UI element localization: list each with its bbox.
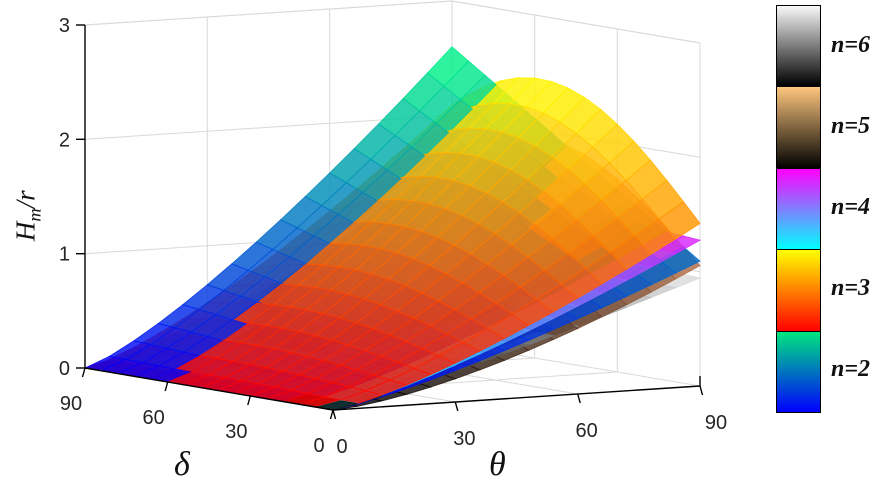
- colorbar-segment-n4: [777, 167, 820, 250]
- theta-tick-label: 0: [336, 436, 347, 458]
- z-tick-label: 2: [59, 129, 70, 151]
- theta-tick-label: 60: [576, 420, 598, 442]
- delta-tick-label: 30: [225, 421, 247, 443]
- colorbar-segment-n2: [777, 330, 820, 413]
- surfaces: [83, 46, 702, 411]
- grid-line: [247, 395, 251, 406]
- grid-line: [454, 401, 459, 412]
- theta-tick-label: 30: [453, 428, 475, 450]
- legend-label-n2: n=2: [831, 356, 871, 383]
- colorbar-segment-n3: [777, 249, 820, 331]
- legend-label-n4: n=4: [831, 194, 871, 220]
- theta-axis-label: θ: [489, 446, 506, 483]
- legend-label-n6: n=6: [831, 31, 871, 58]
- grid-line: [577, 393, 581, 404]
- grid-line: [451, 0, 701, 44]
- delta-tick-label: 90: [60, 393, 82, 415]
- delta-tick-label: 0: [313, 435, 324, 457]
- delta-tick-label: 60: [143, 407, 165, 429]
- grid-line: [332, 385, 701, 411]
- grid-line: [164, 381, 169, 392]
- grid-line: [84, 367, 334, 411]
- axis-lines: [76, 24, 704, 420]
- z-tick-label: 1: [59, 244, 70, 266]
- theta-tick-label: 90: [705, 412, 727, 434]
- legend-label-n5: n=5: [831, 112, 871, 139]
- colorbar-segment-n5: [777, 86, 820, 168]
- grid-line: [332, 409, 337, 420]
- colorbar: [776, 5, 821, 413]
- grid-line: [699, 385, 704, 396]
- grid-line: [81, 367, 86, 378]
- z-axis-label: Hm/r: [10, 190, 45, 242]
- colorbar-segment-n6: [777, 6, 820, 87]
- z-tick-label: 0: [59, 358, 70, 380]
- grid-line: [329, 409, 334, 420]
- grid-line: [84, 0, 453, 26]
- delta-axis-label: δ: [174, 446, 190, 483]
- z-tick-label: 3: [59, 15, 70, 37]
- legend-label-n3: n=3: [831, 275, 871, 302]
